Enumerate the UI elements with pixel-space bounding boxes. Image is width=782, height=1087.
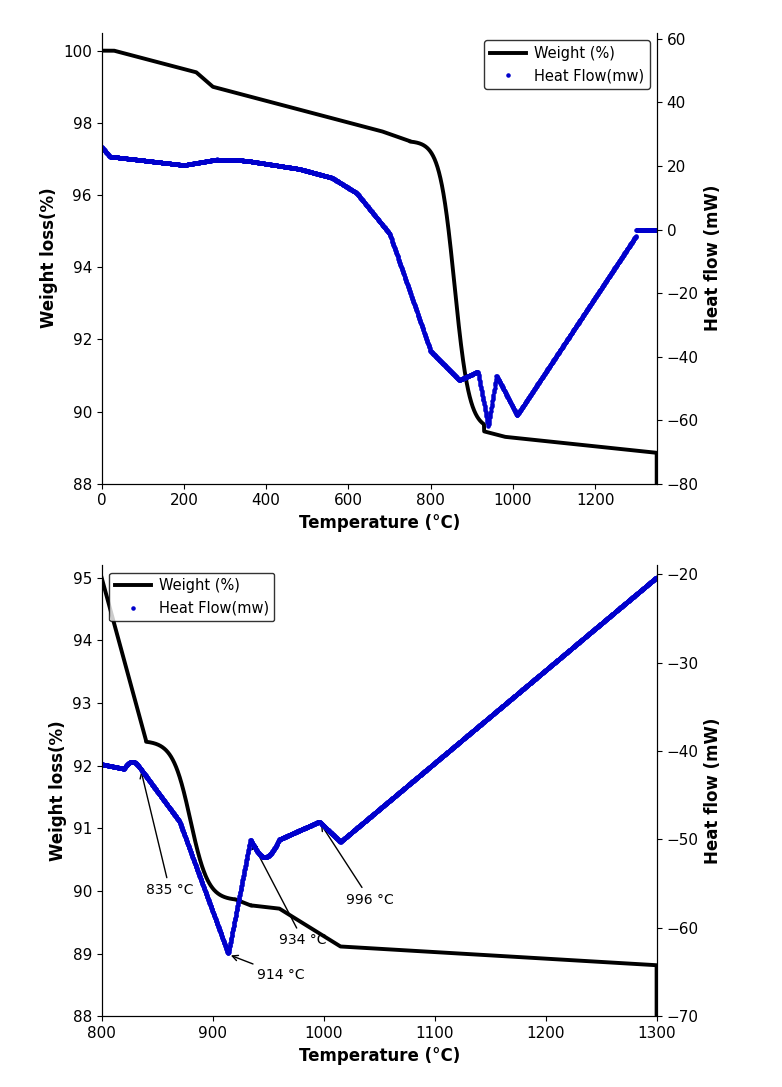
Heat Flow(mw) [334,175,343,188]
Weight (%) [636,958,645,971]
Legend: Weight (%), Heat Flow(mw): Weight (%), Heat Flow(mw) [109,573,274,622]
Heat Flow(mw) [636,584,645,597]
Weight (%) [367,941,376,954]
Weight (%) [97,45,106,58]
Heat Flow(mw) [125,755,135,769]
Heat Flow(mw) [310,166,319,179]
X-axis label: Temperature (°C): Temperature (°C) [299,1047,460,1064]
Weight (%) [160,58,170,71]
Heat Flow(mw) [160,157,170,170]
Text: 914 °C: 914 °C [232,955,305,982]
Text: 996 °C: 996 °C [321,825,393,907]
Weight (%) [310,107,319,120]
Line: Heat Flow(mw): Heat Flow(mw) [99,143,660,429]
Heat Flow(mw) [224,947,233,960]
Weight (%) [641,446,651,459]
Heat Flow(mw) [637,584,646,597]
Heat Flow(mw) [652,223,662,236]
Heat Flow(mw) [97,758,106,771]
Y-axis label: Weight loss(%): Weight loss(%) [40,188,58,328]
Weight (%) [125,675,135,688]
Weight (%) [534,952,543,965]
Heat Flow(mw) [193,157,203,170]
Text: 835 °C: 835 °C [140,773,194,897]
Legend: Weight (%), Heat Flow(mw): Weight (%), Heat Flow(mw) [484,40,650,89]
Y-axis label: Weight loss(%): Weight loss(%) [49,721,67,861]
Y-axis label: Heat flow (mW): Heat flow (mW) [705,717,723,864]
Weight (%) [334,113,343,126]
Heat Flow(mw) [97,140,106,153]
Line: Heat Flow(mw): Heat Flow(mw) [99,395,660,957]
Heat Flow(mw) [483,420,493,433]
Weight (%) [582,439,591,452]
Line: Weight (%): Weight (%) [102,51,657,1087]
Line: Weight (%): Weight (%) [102,578,657,1087]
Heat Flow(mw) [652,390,662,403]
Heat Flow(mw) [641,223,651,236]
Heat Flow(mw) [534,669,543,682]
Weight (%) [636,958,645,971]
Heat Flow(mw) [582,304,591,317]
Weight (%) [97,572,106,585]
Y-axis label: Heat flow (mW): Heat flow (mW) [705,185,723,332]
Weight (%) [193,67,203,80]
X-axis label: Temperature (°C): Temperature (°C) [299,514,460,532]
Heat Flow(mw) [353,821,362,834]
Heat Flow(mw) [368,809,377,822]
Text: 934 °C: 934 °C [253,844,327,947]
Weight (%) [352,941,361,954]
